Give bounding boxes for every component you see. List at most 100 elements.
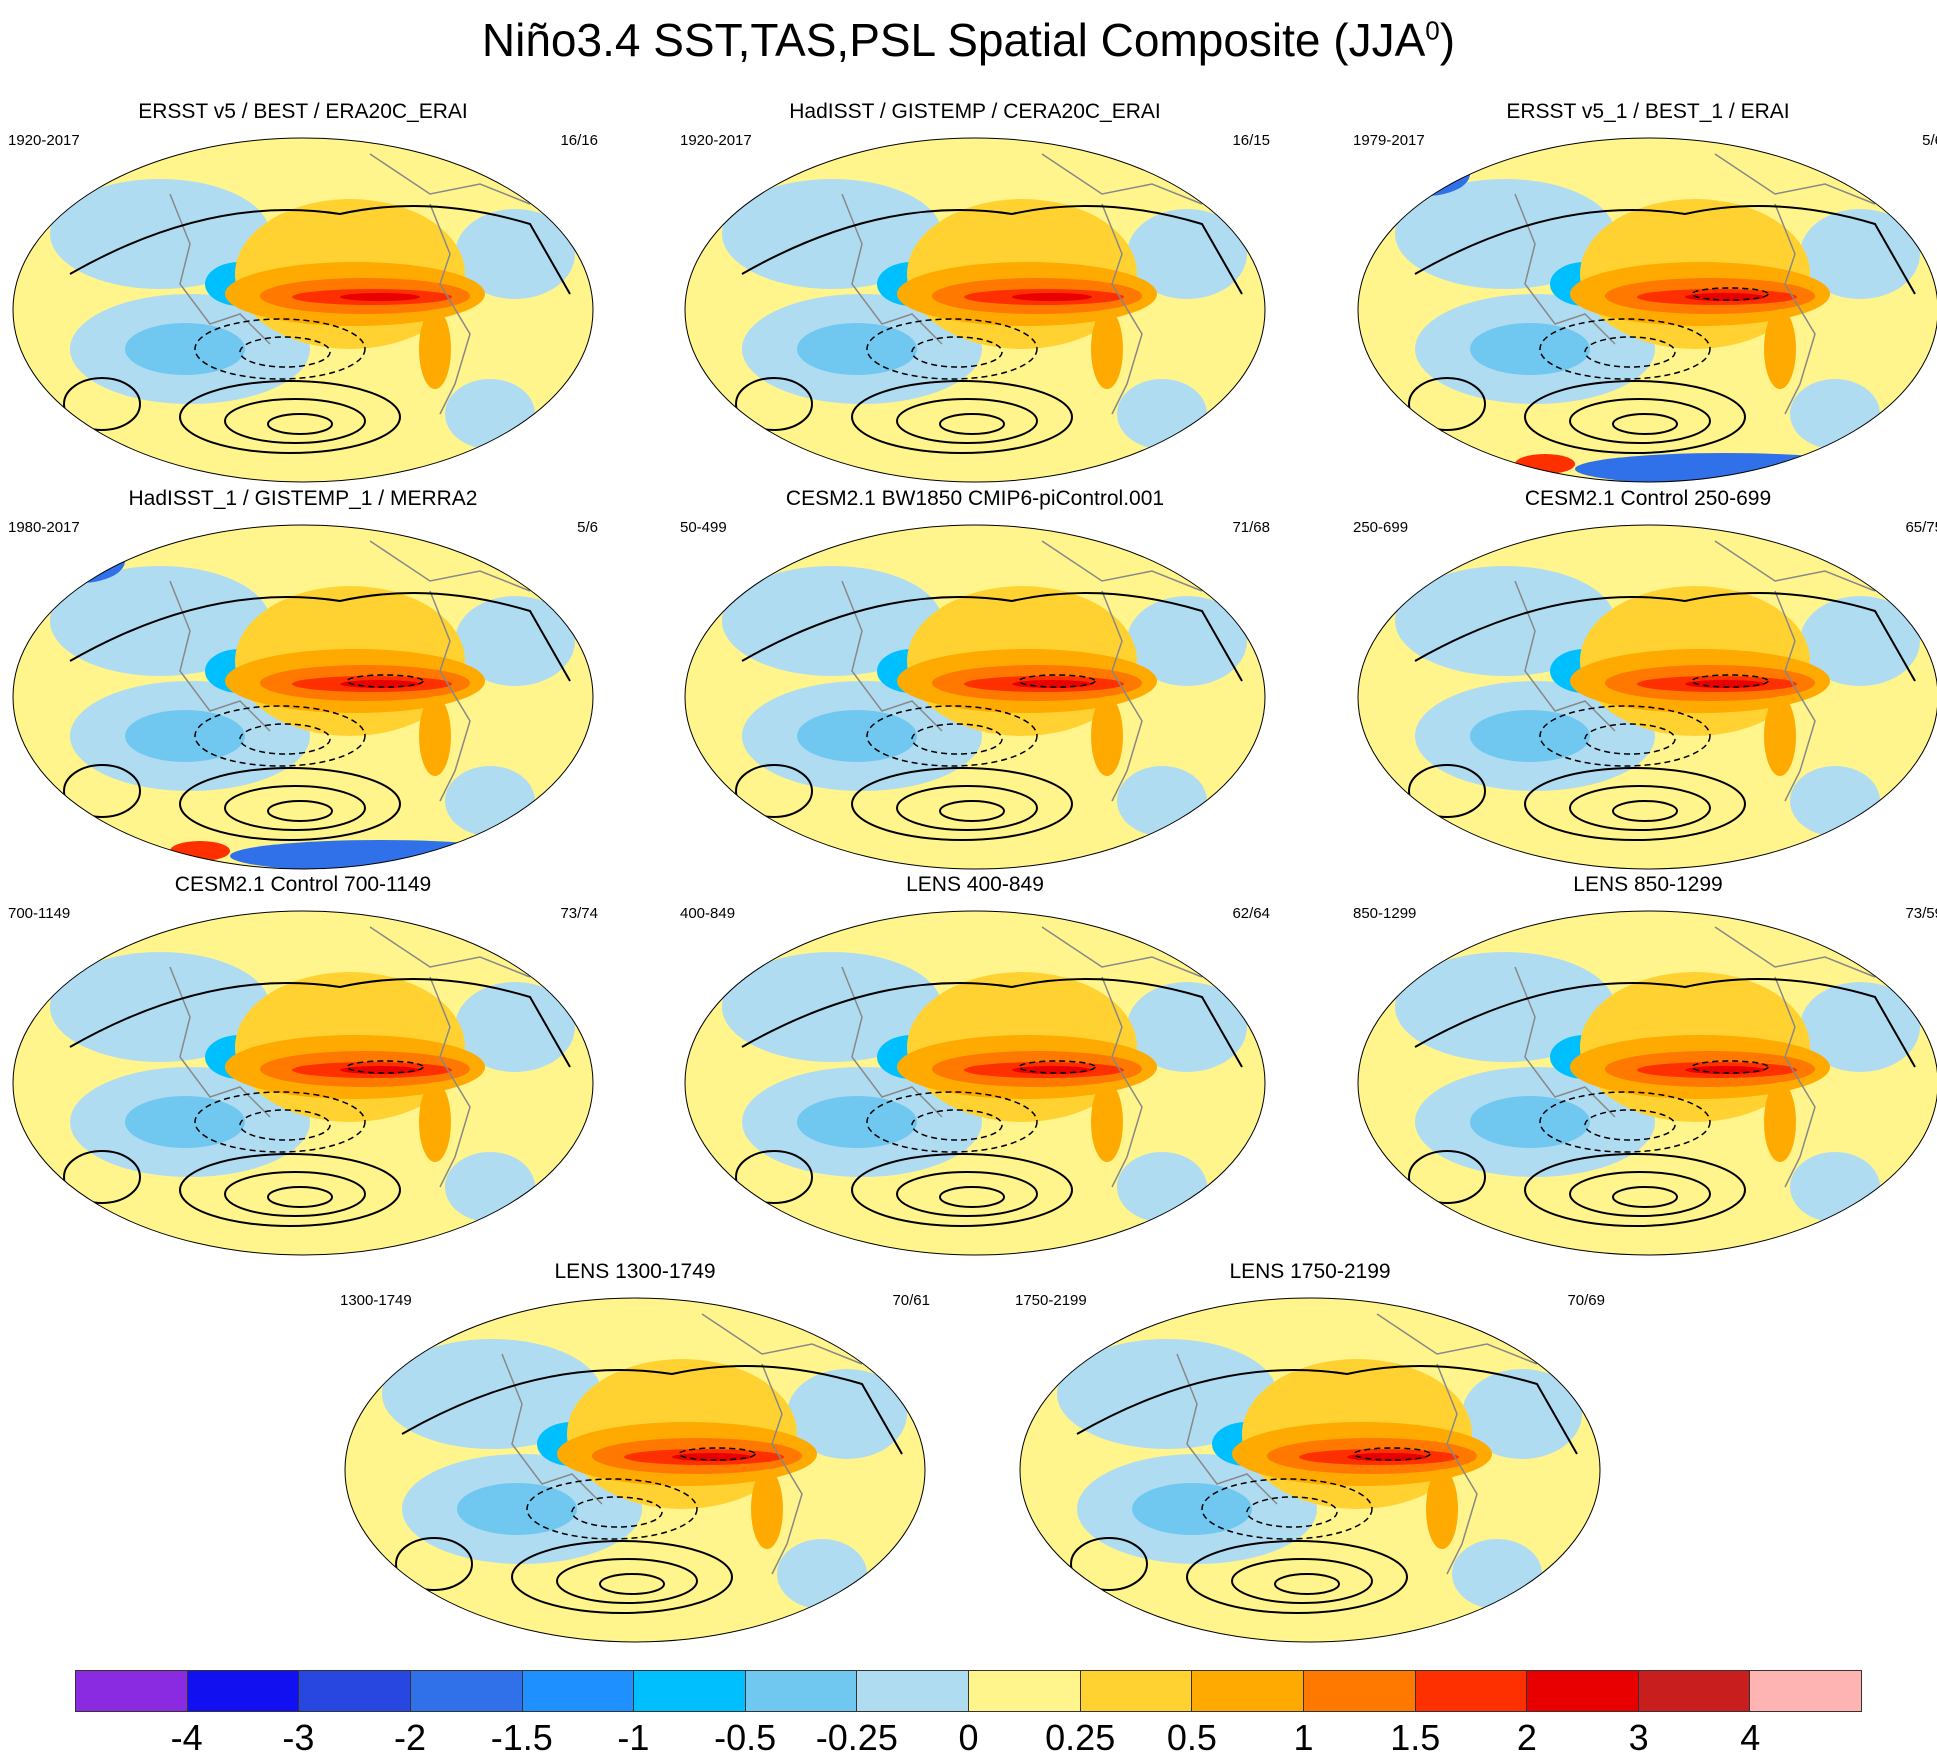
cool-anomaly-patch [1800,596,1920,686]
psl-contour-negative [1201,1478,1373,1540]
colorbar-tick-label: 0 [958,1717,979,1758]
colorbar-swatch [299,1671,411,1711]
coastline [1714,153,1876,205]
psl-contour-positive [741,978,1243,1068]
psl-contour-negative [678,1447,756,1461]
cool-anomaly-patch [125,323,245,375]
panel-years: 50-499 [680,519,727,536]
cool-anomaly-patch [777,1539,867,1609]
psl-contour-positive [741,205,1243,295]
psl-contour-positive [851,1153,1073,1227]
panel-title: LENS 400-849 [906,873,1044,896]
psl-contour-positive [1612,413,1678,435]
colorbar [75,1670,1862,1712]
world-map-composite [684,137,1266,483]
warm-anomaly-patch [340,293,420,301]
coastline [429,203,471,415]
psl-contour-positive [63,764,141,818]
colorbar-tick-label: 1 [1293,1717,1314,1758]
colorbar-swatch [1192,1671,1304,1711]
psl-contour-positive [1612,1186,1678,1208]
colorbar-tick-label: 1.5 [1390,1717,1441,1758]
panel-title: CESM2.1 Control 700-1149 [174,873,432,896]
psl-contour-positive [63,1150,141,1204]
psl-contour-positive [179,380,401,454]
psl-contour-negative [346,674,424,688]
psl-contour-negative [1539,1091,1711,1153]
panel-years: 250-699 [1353,519,1409,536]
colorbar-swatch [410,1671,523,1711]
coastline [169,580,271,732]
panel-count: 16/15 [1232,132,1270,149]
psl-contour-positive [556,1558,698,1604]
cool-anomaly-patch [1470,710,1590,762]
cool-anomaly-patch [722,179,942,289]
map-boundary [684,137,1266,483]
coastline [1101,203,1143,415]
colorbar-tick-label: 3 [1628,1717,1649,1758]
panel-years: 400-849 [680,905,736,922]
psl-contour-negative [239,336,331,368]
coastline [841,193,943,345]
cool-anomaly-patch [1117,379,1207,449]
psl-contour-negative [1353,1447,1431,1461]
cold-anomaly-patch [1575,453,1875,482]
coastline [501,1353,603,1505]
cool-anomaly-patch [50,566,270,676]
coastline [1774,590,1816,802]
coastline [1714,540,1876,592]
world-map-composite [12,137,594,483]
world-map-composite [684,524,1266,870]
panel-years: 1920-2017 [680,132,752,149]
map-boundary [344,1297,926,1643]
cool-anomaly-patch [787,1369,907,1459]
psl-contour-positive [267,800,333,822]
cool-anomaly-patch [1462,1369,1582,1459]
coastline [369,153,531,205]
psl-contour-positive [1274,1573,1340,1595]
psl-contour-positive [511,1540,733,1614]
cool-anomaly-patch [722,952,942,1062]
warm-anomaly-patch [419,1082,451,1162]
map-panel: LENS 850-1299 850-1299 73/59 [1353,873,1937,1263]
psl-contour-positive [939,413,1005,435]
psl-contour-negative [1691,674,1769,688]
world-map-composite [12,910,594,1256]
cool-anomaly-patch [722,566,942,676]
colorbar-swatch [522,1671,635,1711]
psl-contour-negative [911,336,1003,368]
world-map-composite [1019,1297,1601,1643]
psl-contour-positive [179,1153,401,1227]
warm-anomaly-patch [419,309,451,389]
warm-anomaly-patch [419,696,451,776]
psl-contour-negative [1691,287,1769,301]
cool-anomaly-patch [445,379,535,449]
coastline [1774,976,1816,1188]
psl-contour-positive [69,205,571,295]
map-boundary [1357,524,1937,870]
colorbar-tick-label: -0.5 [714,1717,777,1758]
colorbar-tick-label: -0.25 [815,1717,898,1758]
colorbar-tick-label: -1 [617,1717,650,1758]
coastline [841,580,943,732]
psl-contour-positive [1414,592,1916,682]
map-panel: CESM2.1 BW1850 CMIP6-piControl.001 50-499… [680,487,1270,877]
coastline [429,590,471,802]
psl-contour-positive [851,380,1073,454]
colorbar-swatch [1750,1671,1861,1711]
map-boundary [12,910,594,1256]
colorbar-labels: -4 -3 -2 -1.5 -1 -0.5 -0.25 0 0.25 0.5 1 1.5 2 3 4 [75,1718,1862,1758]
coastline [1041,153,1203,205]
map-panel: HadISST / GISTEMP / CERA20C_ERAI 1920-201… [680,100,1270,490]
cool-anomaly-patch [125,1096,245,1148]
cool-anomaly-patch [382,1339,602,1449]
figure-title: Niño3.4 SST,TAS,PSL Spatial Composite (J… [481,14,1456,66]
map-panel: LENS 1300-1749 1300-1749 70/61 [340,1260,930,1650]
map-panel: ERSST v5_1 / BEST_1 / ERAI 1979-2017 5/6 [1353,100,1937,490]
psl-contour-positive [1231,1558,1373,1604]
map-boundary [12,524,594,870]
panel-count: 70/69 [1567,1292,1605,1309]
map-boundary [684,524,1266,870]
coastline [1176,1353,1278,1505]
warm-anomaly-patch [1764,1082,1796,1162]
